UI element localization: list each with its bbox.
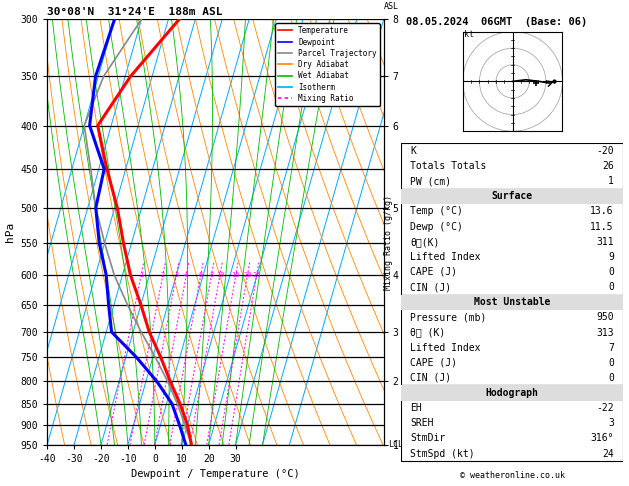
Text: 2: 2 [161,272,165,278]
Text: 26: 26 [602,161,614,171]
Text: 311: 311 [596,237,614,247]
Text: EH: EH [410,403,422,413]
Text: 08.05.2024  06GMT  (Base: 06): 08.05.2024 06GMT (Base: 06) [406,17,587,27]
Text: 3: 3 [608,418,614,428]
Text: 0: 0 [608,358,614,368]
X-axis label: Dewpoint / Temperature (°C): Dewpoint / Temperature (°C) [131,469,300,479]
Text: Hodograph: Hodograph [486,388,538,398]
Text: 4: 4 [184,272,189,278]
Text: 24: 24 [602,449,614,459]
Text: Lifted Index: Lifted Index [410,343,481,353]
Text: 25: 25 [252,272,261,278]
Text: © weatheronline.co.uk: © weatheronline.co.uk [460,471,565,480]
Text: 0: 0 [608,282,614,292]
Text: 1: 1 [608,176,614,186]
Text: θᴄ(K): θᴄ(K) [410,237,440,247]
Text: 3: 3 [174,272,179,278]
Text: 13.6: 13.6 [591,207,614,216]
Bar [401,295,623,310]
Text: 8: 8 [209,272,214,278]
Bar [401,143,623,189]
Text: 30°08'N  31°24'E  188m ASL: 30°08'N 31°24'E 188m ASL [47,7,223,17]
Text: 20: 20 [243,272,252,278]
Text: 10: 10 [216,272,224,278]
Text: StmSpd (kt): StmSpd (kt) [410,449,475,459]
Text: CIN (J): CIN (J) [410,373,451,383]
Text: PW (cm): PW (cm) [410,176,451,186]
Text: -22: -22 [596,403,614,413]
Text: 11.5: 11.5 [591,222,614,232]
Text: Dewp (°C): Dewp (°C) [410,222,463,232]
Text: Mixing Ratio (g/kg): Mixing Ratio (g/kg) [384,195,393,291]
Text: Lifted Index: Lifted Index [410,252,481,262]
Text: CIN (J): CIN (J) [410,282,451,292]
Text: CAPE (J): CAPE (J) [410,267,457,277]
Text: 7: 7 [608,343,614,353]
Text: 15: 15 [231,272,240,278]
Text: LCL: LCL [387,440,403,449]
Bar [401,189,623,295]
Text: SREH: SREH [410,418,433,428]
Text: Most Unstable: Most Unstable [474,297,550,307]
Bar [401,189,623,204]
Text: Totals Totals: Totals Totals [410,161,487,171]
Text: km
ASL: km ASL [384,0,399,11]
Text: StmDir: StmDir [410,434,445,443]
Text: 9: 9 [608,252,614,262]
Legend: Temperature, Dewpoint, Parcel Trajectory, Dry Adiabat, Wet Adiabat, Isotherm, Mi: Temperature, Dewpoint, Parcel Trajectory… [276,23,380,106]
Text: CAPE (J): CAPE (J) [410,358,457,368]
Bar [401,385,623,400]
Text: 6: 6 [199,272,203,278]
Text: 313: 313 [596,328,614,337]
Text: 950: 950 [596,312,614,322]
Text: Temp (°C): Temp (°C) [410,207,463,216]
Y-axis label: hPa: hPa [5,222,15,242]
Text: Pressure (mb): Pressure (mb) [410,312,487,322]
Text: 1: 1 [139,272,143,278]
Text: 316°: 316° [591,434,614,443]
Bar [401,385,623,461]
Text: 0: 0 [608,373,614,383]
Text: Surface: Surface [491,191,533,201]
Text: K: K [410,146,416,156]
Text: 0: 0 [608,267,614,277]
Text: -20: -20 [596,146,614,156]
Text: kt: kt [464,30,474,38]
Bar [401,295,623,385]
Text: θᴄ (K): θᴄ (K) [410,328,445,337]
